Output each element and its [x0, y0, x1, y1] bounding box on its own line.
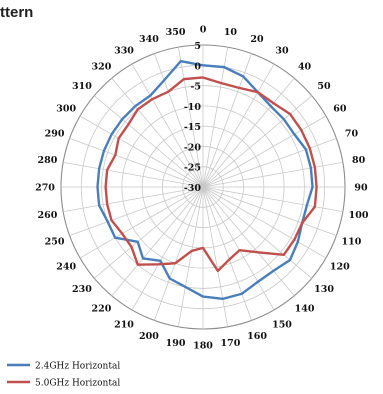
series-line-5-0ghz-horizontal	[104, 76, 318, 273]
angle-tick-label: 240	[56, 262, 76, 273]
radial-tick-label: 0	[194, 61, 201, 72]
angle-tick-label: 340	[139, 34, 159, 45]
angle-tick-label: 30	[275, 46, 289, 57]
radial-tick-label: -30	[184, 183, 202, 194]
grid-spoke	[111, 186, 204, 297]
angle-tick-label: 70	[345, 128, 359, 139]
grid-spoke	[111, 77, 204, 188]
angle-tick-label: 20	[250, 34, 264, 45]
grid-spoke	[202, 186, 327, 259]
grid-spoke	[202, 186, 337, 236]
angle-tick-label: 60	[333, 104, 347, 115]
grid-spoke	[79, 186, 204, 259]
angle-tick-label: 100	[349, 210, 369, 221]
angle-tick-labels: 0 102030405060708090100110120130140150160…	[35, 25, 369, 352]
grid-spoke	[63, 186, 204, 213]
radial-tick-label: 5	[194, 41, 201, 52]
grid-spoke	[202, 47, 229, 188]
angle-tick-label: 220	[92, 304, 112, 315]
legend-label: 5.0GHz Horizontal	[35, 379, 120, 389]
angle-tick-label: 130	[314, 284, 334, 295]
angle-tick-label: 260	[37, 210, 57, 221]
angle-tick-label: 140	[295, 304, 315, 315]
angle-tick-label: 110	[342, 237, 362, 248]
chart-title: ttern	[0, 4, 34, 21]
radial-tick-label: -15	[184, 122, 201, 133]
angle-tick-label: 10	[224, 27, 238, 38]
grid-spoke	[202, 77, 295, 188]
angle-tick-label: 270	[35, 183, 55, 194]
series-layer	[96, 59, 318, 301]
angle-tick-label: 210	[114, 319, 134, 330]
angle-tick-label: 50	[317, 81, 331, 92]
angle-tick-label: 250	[45, 237, 65, 248]
legend: 2.4GHz Horizontal 5.0GHz Horizontal	[7, 362, 120, 389]
grid-spoke	[202, 161, 343, 188]
grid-spoke	[131, 186, 204, 311]
grid-spoke	[177, 47, 204, 188]
grid-spoke	[202, 138, 337, 188]
radial-tick-label: -20	[184, 142, 202, 153]
grid-spoke	[63, 161, 204, 188]
angle-tick-label: 300	[56, 104, 76, 115]
grid-spoke	[202, 186, 295, 297]
grid-spoke	[202, 186, 229, 327]
radial-tick-label: -10	[184, 102, 202, 113]
grid-spoke	[154, 53, 204, 188]
grid-spoke	[79, 115, 204, 188]
angle-tick-label: 170	[221, 338, 241, 349]
angle-tick-label: 310	[72, 81, 92, 92]
grid-spoke	[93, 186, 204, 279]
grid-spoke	[177, 186, 204, 327]
angle-tick-label: 40	[298, 61, 312, 72]
angle-tick-label: 150	[272, 319, 292, 330]
angle-tick-label: 200	[139, 331, 159, 342]
angle-tick-label: 330	[114, 46, 134, 57]
polar-grid	[60, 44, 346, 330]
angle-tick-label: 230	[72, 284, 92, 295]
legend-label: 2.4GHz Horizontal	[35, 362, 120, 372]
grid-spoke	[131, 63, 204, 188]
grid-spoke	[202, 115, 327, 188]
grid-spoke	[69, 186, 204, 236]
grid-spoke	[202, 186, 275, 311]
grid-spoke	[69, 138, 204, 188]
angle-tick-label: 190	[166, 338, 186, 349]
radial-tick-label: -5	[190, 82, 201, 93]
angle-tick-label: 160	[247, 331, 267, 342]
grid-spoke	[202, 95, 313, 188]
angle-tick-label: 350	[166, 27, 186, 38]
grid-spoke	[202, 186, 252, 321]
angle-tick-label: 320	[92, 61, 112, 72]
grid-spoke	[202, 186, 343, 213]
angle-tick-label: 180	[193, 341, 213, 352]
grid-spoke	[202, 186, 313, 279]
grid-spoke	[93, 95, 204, 188]
angle-tick-label: 120	[330, 262, 350, 273]
radial-tick-labels: 5 0 -5 -10 -15 -20 -25 -30	[184, 41, 202, 194]
angle-tick-label: 290	[45, 128, 65, 139]
radial-tick-label: -25	[184, 163, 201, 174]
grid-spoke	[202, 63, 275, 188]
grid-spoke	[154, 186, 204, 321]
series-line-2-4ghz-horizontal	[96, 59, 314, 301]
angle-tick-label: 280	[37, 155, 57, 166]
angle-tick-label: 90	[354, 183, 368, 194]
angle-tick-label: 80	[352, 155, 366, 166]
angle-tick-label: 0	[200, 25, 207, 36]
